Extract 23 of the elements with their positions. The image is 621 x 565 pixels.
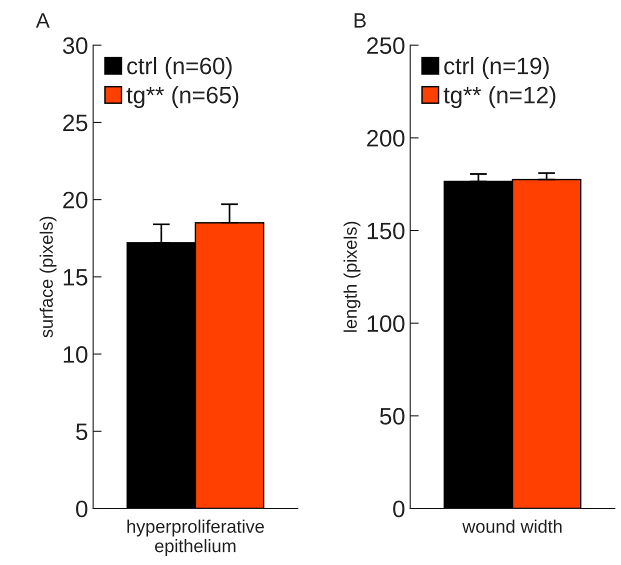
y-tick-label: 250 bbox=[367, 37, 404, 54]
chart-title: A bbox=[36, 13, 50, 28]
legend-label: tg** (n=65) bbox=[126, 86, 238, 108]
y-axis-title: length (pixels) bbox=[344, 222, 360, 332]
y-tick-label: 5 bbox=[76, 424, 88, 440]
legend-label: ctrl (n=19) bbox=[444, 57, 549, 80]
y-tick-label: 25 bbox=[63, 114, 88, 132]
y-tick-label: 50 bbox=[380, 408, 404, 425]
y-tick-label: 0 bbox=[393, 500, 404, 518]
y-tick-label: 200 bbox=[367, 130, 404, 147]
x-tick-label: hyperproliferative epithelium bbox=[127, 520, 264, 556]
legend-label: tg** (n=12) bbox=[444, 86, 556, 108]
legend-label: ctrl (n=60) bbox=[127, 57, 232, 80]
y-tick-label: 0 bbox=[76, 500, 88, 518]
chart-title: B bbox=[354, 13, 366, 28]
y-tick-label: 10 bbox=[64, 346, 88, 363]
y-tick-label: 15 bbox=[64, 269, 88, 286]
y-tick-label: 100 bbox=[368, 315, 404, 332]
y-tick-label: 30 bbox=[62, 37, 88, 54]
y-tick-label: 20 bbox=[63, 192, 88, 208]
y-axis-title: surface (pixels) bbox=[40, 216, 56, 338]
y-tick-label: 150 bbox=[368, 222, 404, 240]
x-tick-label: wound width bbox=[462, 520, 562, 533]
